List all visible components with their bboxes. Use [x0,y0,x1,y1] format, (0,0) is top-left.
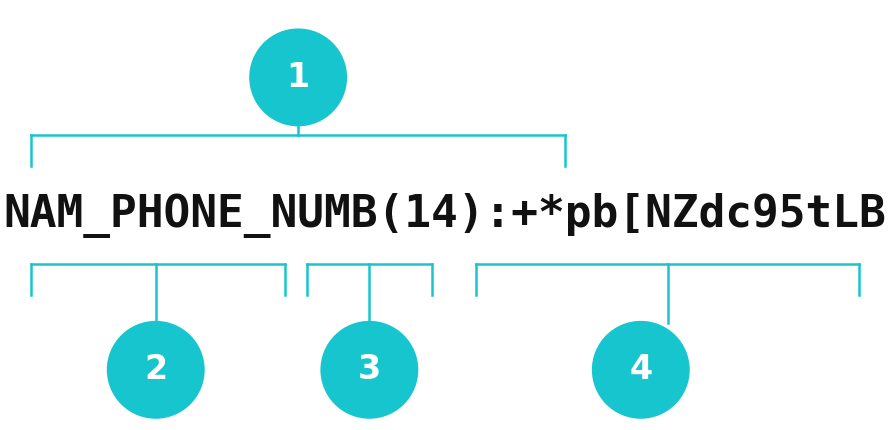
Text: NAM_PHONE_NUMB(14):+*pb[NZdc95tLB: NAM_PHONE_NUMB(14):+*pb[NZdc95tLB [4,193,886,237]
Text: 4: 4 [629,353,652,386]
Ellipse shape [320,321,418,419]
Ellipse shape [592,321,690,419]
Text: 3: 3 [358,353,381,386]
Text: 2: 2 [144,353,167,386]
Text: 1: 1 [287,61,310,94]
Ellipse shape [107,321,205,419]
Ellipse shape [249,28,347,126]
